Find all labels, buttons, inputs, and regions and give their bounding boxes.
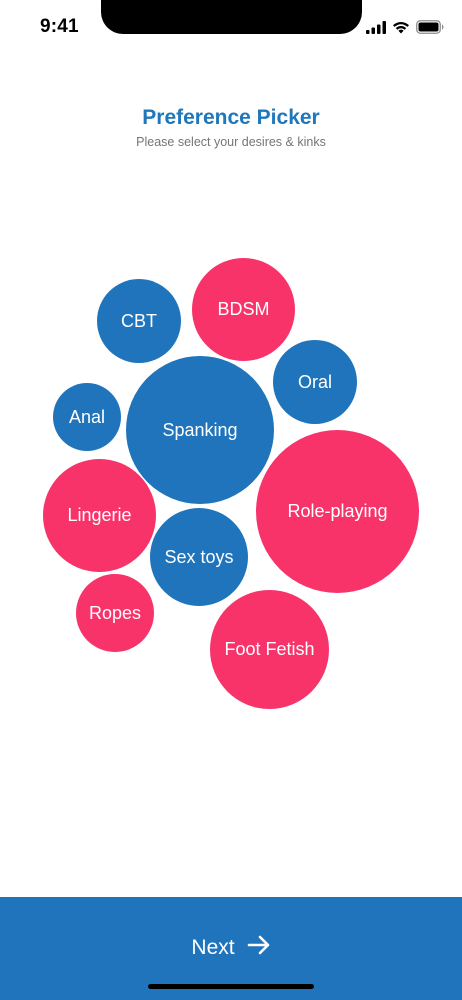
bubble-label: Spanking — [162, 419, 238, 440]
status-time: 9:41 — [40, 16, 79, 37]
home-indicator — [148, 984, 314, 989]
status-icons — [366, 19, 444, 35]
bubble-label: BDSM — [217, 299, 270, 319]
bubble-oral[interactable]: Oral — [273, 340, 357, 424]
bubble-ropes[interactable]: Ropes — [76, 574, 154, 652]
next-button-content: Next — [0, 934, 462, 961]
bubble-label: Oral — [297, 371, 332, 392]
bubble-sex-toys[interactable]: Sex toys — [150, 508, 248, 606]
arrow-right-icon — [247, 934, 271, 961]
bubble-bdsm[interactable]: BDSM — [192, 258, 295, 361]
bubble-label: CBT — [121, 310, 157, 331]
bubble-lingerie[interactable]: Lingerie — [43, 459, 156, 572]
status-bar: 9:41 — [0, 0, 462, 56]
bubble-label: Ropes — [88, 602, 142, 623]
header: Preference Picker Please select your des… — [0, 104, 462, 150]
next-button[interactable]: Next — [0, 897, 462, 1000]
bubble-label: Foot Fetish — [224, 639, 315, 659]
bubble-role-playing[interactable]: Role-playing — [256, 430, 419, 593]
battery-icon — [416, 20, 444, 34]
preference-bubbles: CBT BDSM Oral Anal Spanking Lingerie Rol… — [43, 258, 419, 709]
page-title: Preference Picker — [142, 106, 320, 129]
bubble-foot-fetish[interactable]: Foot Fetish — [210, 590, 329, 709]
bubble-spanking[interactable]: Spanking — [126, 356, 274, 504]
bubble-label: Lingerie — [67, 505, 132, 525]
bubble-label: Role-playing — [287, 501, 388, 521]
bubble-cbt[interactable]: CBT — [97, 279, 181, 363]
bubble-label: Anal — [68, 406, 106, 427]
cellular-signal-icon — [366, 20, 386, 34]
device-notch — [101, 0, 362, 34]
bubble-anal[interactable]: Anal — [53, 383, 121, 451]
bubble-label: Sex toys — [164, 546, 234, 567]
wifi-icon — [392, 21, 410, 34]
next-button-label: Next — [191, 935, 235, 959]
page-subtitle: Please select your desires & kinks — [136, 135, 326, 149]
